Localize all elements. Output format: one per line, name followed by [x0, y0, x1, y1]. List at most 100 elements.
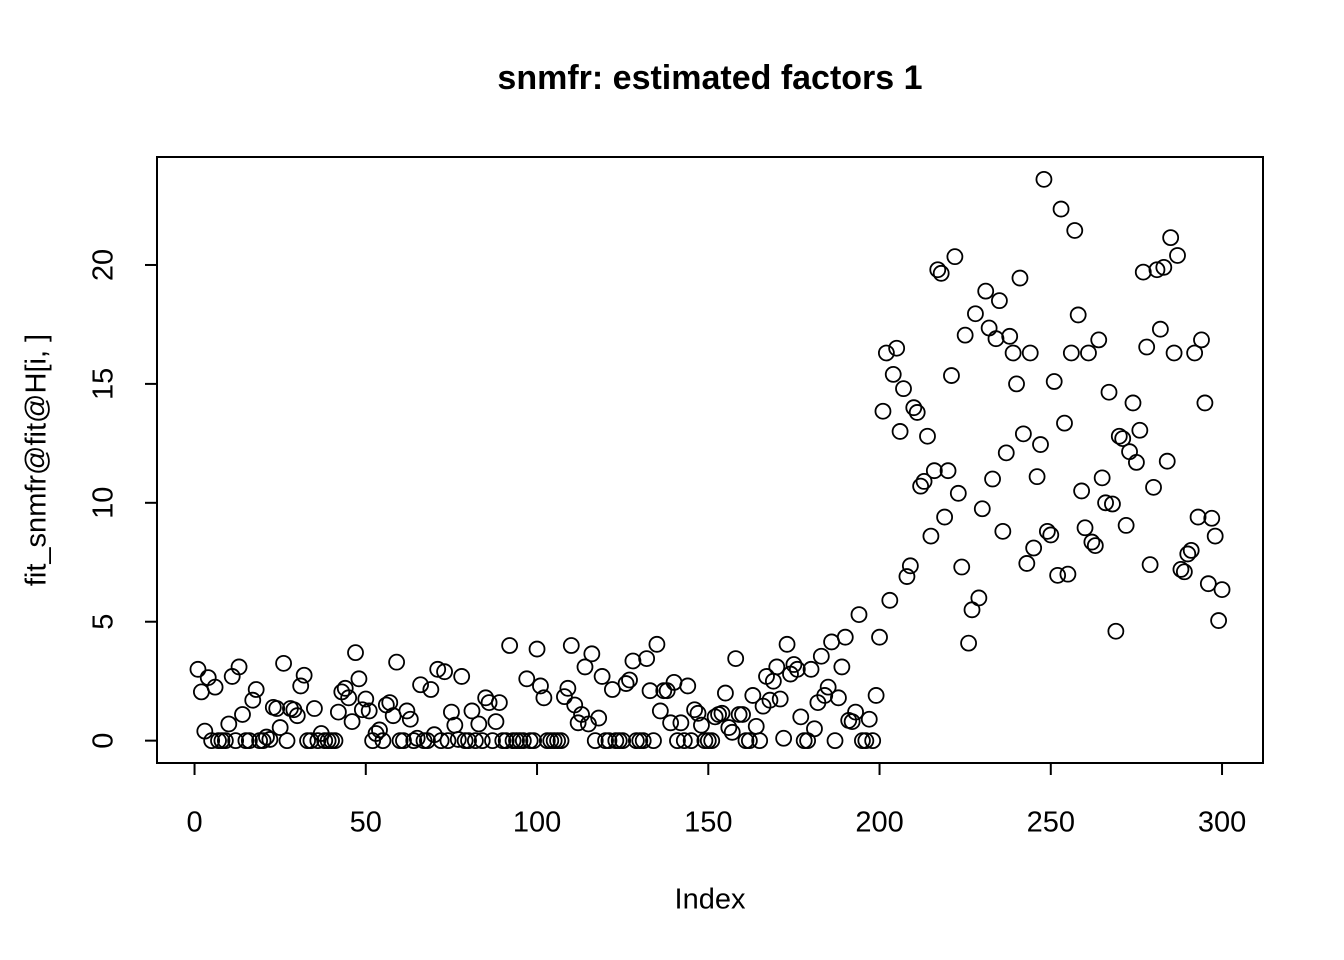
- point: [600, 732, 618, 750]
- point: [528, 640, 546, 658]
- point: [720, 719, 738, 736]
- chart-title: snmfr: estimated factors 1: [497, 59, 922, 97]
- point: [1162, 229, 1180, 247]
- point: [956, 326, 974, 344]
- x-tick-label: 200: [855, 807, 903, 839]
- point: [881, 591, 899, 609]
- point: [1086, 537, 1104, 555]
- point: [946, 248, 964, 266]
- point: [1196, 394, 1214, 412]
- point: [874, 402, 892, 420]
- point: [1004, 344, 1022, 362]
- point: [949, 484, 967, 502]
- point: [867, 687, 885, 704]
- point: [460, 732, 477, 750]
- point: [857, 732, 875, 750]
- point: [1158, 452, 1176, 470]
- point: [953, 558, 971, 576]
- point: [1165, 344, 1183, 362]
- point: [189, 660, 207, 678]
- point: [556, 688, 573, 706]
- point: [1155, 258, 1173, 276]
- point: [360, 702, 378, 720]
- point: [247, 681, 265, 698]
- point: [689, 704, 707, 722]
- point: [675, 732, 693, 750]
- point: [877, 344, 895, 362]
- point: [371, 721, 388, 739]
- point: [1210, 612, 1228, 629]
- point: [1128, 453, 1145, 471]
- point: [470, 715, 488, 733]
- point: [847, 703, 864, 721]
- point: [1090, 331, 1108, 349]
- point: [347, 644, 364, 662]
- point: [778, 635, 796, 653]
- point: [1042, 526, 1060, 544]
- point: [443, 703, 460, 721]
- point: [453, 668, 471, 685]
- point: [1121, 443, 1138, 461]
- point: [449, 731, 467, 748]
- point: [925, 462, 943, 480]
- point: [278, 732, 296, 750]
- point: [576, 658, 594, 676]
- x-axis-label: Index: [675, 884, 746, 916]
- point: [422, 681, 440, 698]
- point: [922, 527, 940, 545]
- point: [693, 716, 710, 734]
- point: [679, 677, 697, 695]
- point: [1104, 495, 1121, 513]
- point: [1056, 414, 1073, 432]
- point: [826, 732, 844, 750]
- point: [672, 714, 690, 732]
- y-axis-label: fit_snmfr@fit@H[i, ]: [21, 334, 53, 586]
- point: [737, 732, 755, 750]
- point: [336, 679, 354, 697]
- point: [713, 704, 731, 722]
- point: [244, 691, 262, 709]
- point: [1134, 263, 1152, 281]
- point: [220, 715, 238, 733]
- point: [1151, 320, 1169, 338]
- point: [648, 635, 666, 653]
- point: [1203, 509, 1221, 527]
- point: [775, 729, 793, 747]
- point: [295, 666, 313, 684]
- point: [703, 732, 721, 750]
- point: [1179, 545, 1197, 563]
- point: [682, 732, 700, 750]
- point: [932, 264, 950, 282]
- point: [915, 473, 933, 490]
- point: [768, 658, 786, 676]
- point: [473, 732, 491, 750]
- y-tick-label: 10: [88, 487, 120, 519]
- point: [586, 732, 604, 750]
- point: [514, 732, 532, 750]
- point: [669, 732, 686, 750]
- x-tick-label: 150: [684, 807, 732, 839]
- point: [1131, 421, 1149, 439]
- point: [651, 702, 669, 720]
- point: [1213, 581, 1231, 599]
- point: [836, 628, 854, 646]
- point: [1052, 200, 1070, 218]
- point: [329, 703, 347, 721]
- point: [1073, 482, 1091, 500]
- point: [744, 687, 762, 704]
- point: [980, 319, 998, 337]
- point: [401, 710, 419, 728]
- point: [429, 660, 447, 678]
- point: [1110, 427, 1128, 445]
- point: [388, 653, 406, 671]
- point: [501, 637, 519, 654]
- point: [1008, 375, 1025, 393]
- point: [408, 729, 426, 747]
- point: [864, 732, 882, 750]
- point: [997, 444, 1015, 462]
- point: [740, 732, 758, 750]
- point: [785, 656, 803, 673]
- point: [237, 732, 255, 750]
- point: [833, 658, 851, 676]
- point: [439, 732, 457, 750]
